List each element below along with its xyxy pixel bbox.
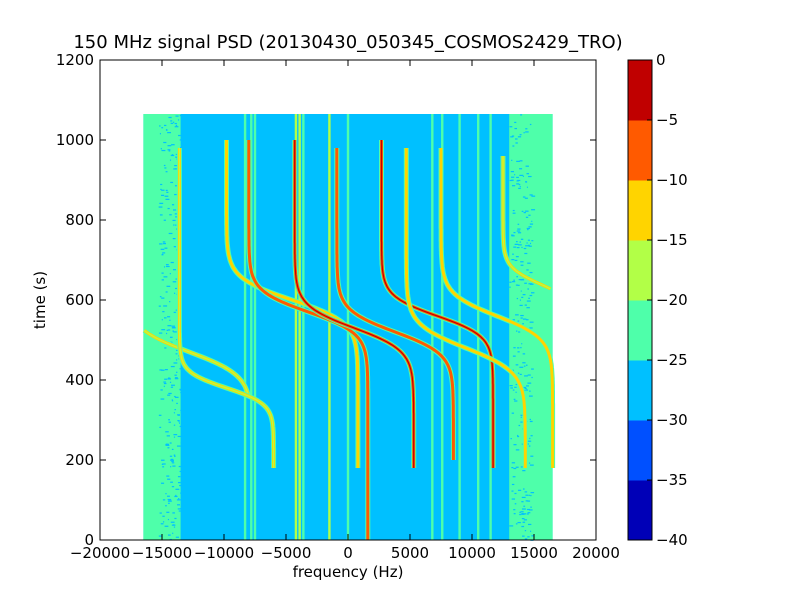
doppler-trace: [438, 147, 556, 469]
colorbar-segment: [628, 180, 652, 241]
noise-floor-region: [143, 114, 184, 541]
doppler-trace: [334, 147, 456, 461]
interference-line: [253, 114, 257, 540]
x-axis: −20000 −15000 −10000 −5000 0 5000 10000 15000 20…: [70, 60, 620, 562]
colorbar-tick-label: −20: [656, 291, 688, 309]
colorbar-tick-label: −40: [656, 531, 688, 549]
interference-line: [298, 114, 301, 540]
doppler-trace: [500, 155, 552, 292]
y-tick-label: 200: [65, 451, 94, 469]
colorbar-tick-label: −25: [656, 351, 688, 369]
colorbar-segment: [628, 300, 652, 361]
colorbar-segment: [628, 420, 652, 481]
doppler-trace: [142, 328, 251, 397]
doppler-trace: [224, 139, 361, 469]
x-axis-label: frequency (Hz): [293, 563, 404, 581]
x-tick-label: 0: [343, 544, 353, 562]
colorbar: −40 −35 −30 −25 −20 −15 −10 −5 0: [627, 51, 688, 549]
colorbar-segment: [628, 60, 652, 121]
doppler-trace: [246, 139, 371, 541]
y-axis: 0 200 400 600 800 1000 1200: [56, 51, 596, 549]
colorbar-segment: [628, 240, 652, 301]
x-tick-label: 20000: [572, 544, 620, 562]
x-tick-label: −10000: [194, 544, 254, 562]
interference-line: [243, 114, 247, 540]
y-tick-label: 0: [84, 531, 94, 549]
interference-line: [250, 114, 253, 540]
y-tick-label: 1200: [56, 51, 94, 69]
interference-line: [328, 114, 331, 540]
colorbar-tick-label: 0: [656, 51, 666, 69]
y-axis-label: time (s): [31, 271, 49, 329]
interference-line: [294, 114, 298, 540]
interference-line: [431, 114, 434, 540]
colorbar-tick-label: −35: [656, 471, 688, 489]
y-tick-label: 600: [65, 291, 94, 309]
interference-line: [441, 114, 444, 540]
colorbar-tick-label: −10: [656, 171, 688, 189]
colorbar-segment: [628, 480, 652, 541]
x-tick-label: −15000: [132, 544, 192, 562]
x-tick-label: −20000: [70, 544, 130, 562]
colorbar-tick-label: −30: [656, 411, 688, 429]
interference-line: [477, 114, 480, 540]
y-tick-label: 400: [65, 371, 94, 389]
noise-floor-region: [509, 114, 553, 541]
doppler-trace: [403, 147, 528, 469]
doppler-trace: [292, 139, 417, 469]
x-tick-label: 10000: [448, 544, 496, 562]
colorbar-segment: [628, 360, 652, 421]
y-tick-label: 1000: [56, 131, 94, 149]
plot-area: [142, 114, 556, 541]
interference-line: [302, 114, 305, 540]
interference-line: [489, 114, 492, 540]
colorbar-tick-label: −5: [656, 111, 678, 129]
colorbar-tick-label: −15: [656, 231, 688, 249]
chart-title: 150 MHz signal PSD (20130430_050345_COSM…: [73, 32, 622, 53]
x-tick-label: 5000: [391, 544, 429, 562]
x-tick-label: 15000: [510, 544, 558, 562]
x-tick-label: −5000: [261, 544, 312, 562]
colorbar-segment: [628, 120, 652, 181]
y-tick-label: 800: [65, 211, 94, 229]
doppler-trace: [176, 147, 277, 469]
